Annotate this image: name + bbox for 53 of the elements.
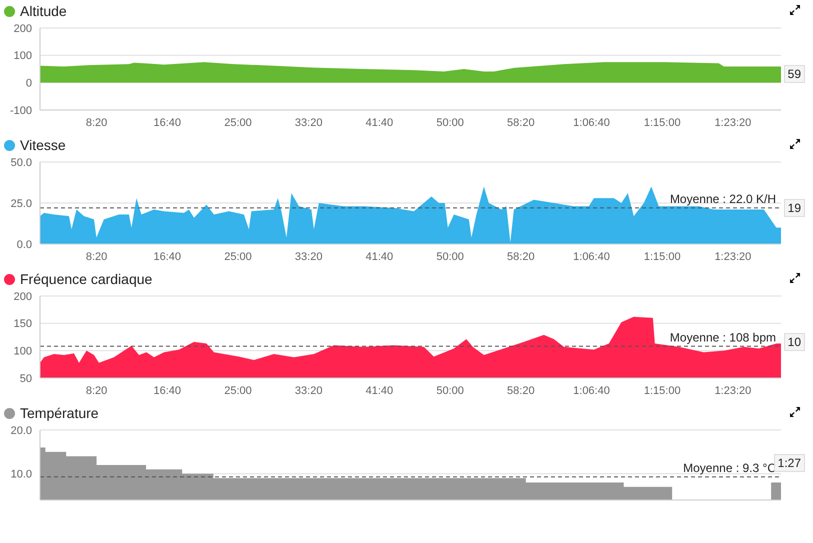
y-tick-label: 0.0	[16, 238, 32, 251]
y-tick-label: 200	[14, 22, 32, 35]
x-tick-label: 58:20	[507, 116, 535, 129]
y-tick-label: 100	[14, 50, 32, 62]
x-tick-label: 1:06:40	[573, 116, 610, 129]
x-tick-label: 8:20	[86, 250, 108, 263]
x-tick-label: 1:23:20	[714, 116, 752, 129]
text: 10	[784, 333, 805, 351]
y-tick-label: 200	[14, 290, 32, 303]
x-tick-label: 16:40	[154, 116, 182, 129]
x-tick-label: 1:06:40	[573, 384, 610, 397]
text: 19	[784, 199, 805, 217]
x-tick-label: 50:00	[436, 250, 464, 263]
x-tick-label: 50:00	[436, 116, 464, 129]
x-tick-label: 33:20	[294, 116, 322, 129]
x-tick-label: 25:00	[224, 116, 252, 129]
ref-line-label: Moyenne : 22.0 K/H	[670, 192, 776, 206]
y-tick-label: 10.0	[10, 468, 32, 481]
y-tick-label: 50	[20, 372, 32, 385]
x-tick-label: 1:23:20	[714, 384, 752, 397]
x-tick-label: 8:20	[86, 384, 108, 397]
x-tick-label: 50:00	[436, 384, 464, 397]
x-tick-label: 1:15:00	[644, 250, 681, 263]
legend-label: Vitesse	[20, 137, 66, 153]
x-tick-label: 1:06:40	[573, 250, 610, 263]
x-tick-label: 33:20	[294, 250, 322, 263]
x-tick-label: 33:20	[294, 384, 322, 397]
y-tick-label: 0	[26, 78, 32, 90]
x-tick-label: 8:20	[86, 116, 108, 129]
x-tick-label: 1:23:20	[714, 250, 752, 263]
y-tick-label: 50.0	[10, 156, 32, 169]
x-tick-label: 1:15:00	[644, 116, 681, 129]
annotation: 1:27	[778, 456, 801, 470]
x-tick-label: 25:00	[224, 384, 252, 397]
ref-line-label: Moyenne : 108 bpm	[670, 330, 776, 344]
x-tick-label: 41:40	[366, 250, 394, 263]
x-tick-label: 58:20	[507, 250, 535, 263]
x-tick-label: 41:40	[366, 116, 394, 129]
x-tick-label: 16:40	[154, 250, 182, 263]
x-tick-label: 1:15:00	[644, 384, 681, 397]
legend-label: Température	[20, 405, 99, 421]
y-tick-label: 150	[14, 318, 32, 330]
x-tick-label: 16:40	[154, 384, 182, 397]
x-tick-label: 41:40	[366, 384, 394, 397]
y-tick-label: -100	[10, 104, 32, 117]
y-tick-label: 100	[14, 346, 32, 358]
x-tick-label: 58:20	[507, 384, 535, 397]
text: 59	[784, 65, 805, 83]
legend-label: Altitude	[20, 3, 67, 19]
y-tick-label: 25.0	[10, 198, 32, 210]
legend-label: Fréquence cardiaque	[20, 271, 152, 287]
x-tick-label: 25:00	[224, 250, 252, 263]
y-tick-label: 20.0	[10, 424, 32, 437]
